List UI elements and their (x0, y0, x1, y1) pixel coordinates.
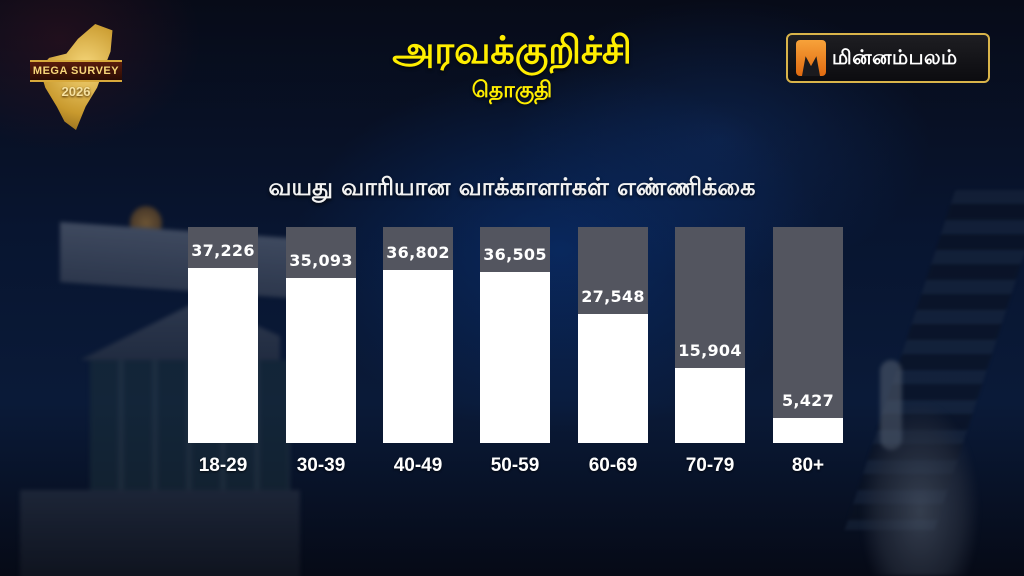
bar-fill (480, 272, 550, 443)
x-axis-label: 60-69 (588, 455, 638, 476)
bar-value-label: 36,802 (386, 243, 450, 262)
x-axis-label: 40-49 (393, 455, 443, 476)
chart-title: வயது வாரியான வாக்காளர்கள் எண்ணிக்கை (268, 173, 756, 201)
bar-value-label: 27,548 (581, 287, 645, 306)
constituency-subtitle: தொகுதி (471, 78, 553, 103)
brand-logo: மின்னம்பலம் (786, 33, 990, 83)
bar-fill (383, 270, 453, 443)
x-axis-label: 50-59 (490, 455, 540, 476)
bar-value-label: 15,904 (678, 341, 742, 360)
x-axis-label: 18-29 (198, 455, 248, 476)
bar-track (675, 227, 745, 443)
mega-survey-logo: MEGA SURVEY 2026 (28, 24, 124, 130)
bar-value-label: 35,093 (289, 251, 353, 270)
constituency-title: அரவக்குறிச்சி (392, 28, 632, 72)
bar-fill (188, 268, 258, 443)
x-axis-label: 80+ (791, 455, 825, 476)
voter-hand-backdrop (860, 360, 980, 576)
bar-value-label: 5,427 (781, 391, 835, 410)
minnambalam-m-icon (796, 40, 826, 76)
bar-track (383, 227, 453, 443)
bar-fill (773, 418, 843, 443)
bar-fill (286, 278, 356, 443)
bar-track (578, 227, 648, 443)
x-axis-label: 70-79 (685, 455, 735, 476)
bar-value-label: 36,505 (483, 245, 547, 264)
bar-value-label: 37,226 (191, 241, 255, 260)
bar-track (773, 227, 843, 443)
bar-fill (675, 368, 745, 443)
bar-fill (578, 314, 648, 443)
bar-track (480, 227, 550, 443)
survey-logo-year: 2026 (61, 84, 91, 99)
bar-track (286, 227, 356, 443)
building-base (20, 490, 300, 576)
bar-track (188, 227, 258, 443)
survey-logo-band: MEGA SURVEY (30, 60, 122, 82)
brand-name: மின்னம்பலம் (832, 44, 958, 69)
finger-icon (880, 360, 902, 450)
x-axis-label: 30-39 (296, 455, 346, 476)
